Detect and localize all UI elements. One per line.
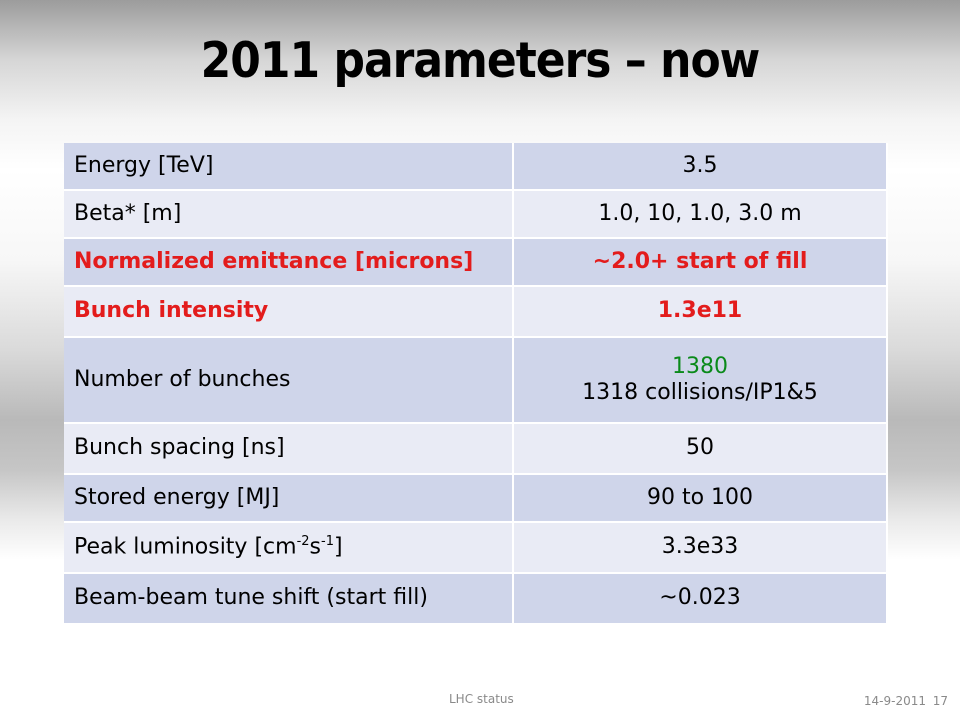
bunch-count-value: 1380 <box>672 353 728 379</box>
row-value: 90 to 100 <box>513 474 888 523</box>
row-label: Beam-beam tune shift (start fill) <box>64 573 514 625</box>
table-row: Stored energy [MJ] 90 to 100 <box>64 474 888 523</box>
row-label: Stored energy [MJ] <box>64 474 514 523</box>
table-row: Energy [TeV] 3.5 <box>64 143 888 191</box>
row-value: ~2.0+ start of fill <box>513 238 888 287</box>
row-value: 3.3e33 <box>513 522 888 574</box>
table-row: Beam-beam tune shift (start fill) ~0.023 <box>64 573 888 625</box>
row-label: Normalized emittance [microns] <box>64 238 514 287</box>
row-label: Energy [TeV] <box>64 143 514 191</box>
row-value: ~0.023 <box>513 573 888 625</box>
page-number: 17 <box>932 694 948 708</box>
row-label: Bunch spacing [ns] <box>64 423 514 475</box>
footer-date: 14-9-2011 <box>863 694 926 708</box>
row-value: 3.5 <box>513 143 888 191</box>
footer-center-text: LHC status <box>449 692 514 706</box>
table-row: Peak luminosity [cm-2s-1] 3.3e33 <box>64 522 888 574</box>
row-label: Beta* [m] <box>64 190 514 239</box>
luminosity-label-mid: s <box>309 534 321 560</box>
luminosity-label-prefix: Peak luminosity [cm <box>74 534 297 560</box>
table-row: Bunch intensity 1.3e11 <box>64 286 888 338</box>
row-value: 1.3e11 <box>513 286 888 338</box>
row-label: Number of bunches <box>64 337 514 424</box>
luminosity-label-suffix: ] <box>333 534 343 560</box>
row-label: Peak luminosity [cm-2s-1] <box>64 522 514 574</box>
table-row: Normalized emittance [microns] ~2.0+ sta… <box>64 238 888 287</box>
row-value: 1.0, 10, 1.0, 3.0 m <box>513 190 888 239</box>
slide-title: 2011 parameters – now <box>200 32 761 90</box>
row-value: 50 <box>513 423 888 475</box>
table-row: Number of bunches 1380 1318 collisions/I… <box>64 337 888 424</box>
table-row: Bunch spacing [ns] 50 <box>64 423 888 475</box>
row-label: Bunch intensity <box>64 286 514 338</box>
table-row: Beta* [m] 1.0, 10, 1.0, 3.0 m <box>64 190 888 239</box>
luminosity-label-sup2: -1 <box>321 534 334 550</box>
row-value: 1380 1318 collisions/IP1&5 <box>513 337 888 424</box>
collisions-value: 1318 collisions/IP1&5 <box>582 380 818 405</box>
parameters-table: Energy [TeV] 3.5 Beta* [m] 1.0, 10, 1.0,… <box>64 143 888 625</box>
luminosity-label-sup1: -2 <box>296 534 310 550</box>
